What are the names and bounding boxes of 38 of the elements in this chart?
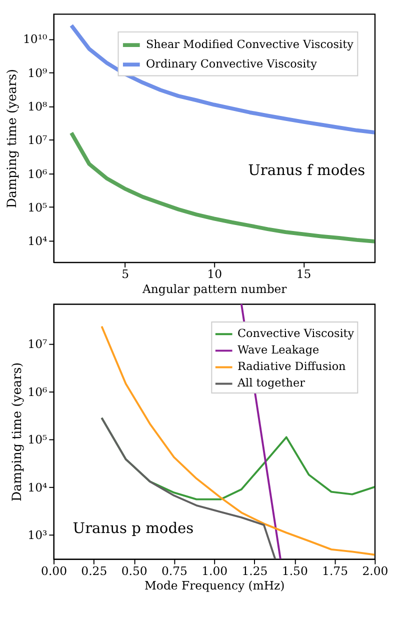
legend-label: Radiative Diffusion [237,360,346,374]
legend-label: Ordinary Convective Viscosity [146,57,318,70]
x-tick-label: 1.50 [282,564,308,578]
x-tick-label: 0.50 [121,564,148,578]
x-tick-label: 1.25 [242,564,268,578]
y-tick-label: 10⁴ [28,480,48,494]
y-tick-label: 10⁹ [28,66,48,80]
legend-label: All together [236,376,306,390]
y-axis-title: Damping time (years) [8,362,24,502]
y-tick-label: 10⁶ [28,166,48,181]
line-series [69,130,375,244]
annotation: Uranus f modes [248,162,366,180]
y-tick-label: 10¹⁰ [23,32,48,46]
x-tick-label: 15 [296,267,312,282]
x-axis-title: Mode Frequency (mHz) [144,578,285,593]
y-tick-label: 10⁵ [28,200,48,214]
x-tick-label: 0.75 [161,564,188,578]
x-tick-label: 1.00 [202,564,228,578]
annotation: Uranus p modes [72,520,194,538]
y-tick-label: 10⁷ [28,337,48,352]
line-series [69,24,375,134]
legend-label: Wave Leakage [237,344,320,357]
x-tick-label: 0.00 [41,564,67,578]
y-tick-label: 10⁸ [28,99,48,114]
x-tick-label: 2.00 [362,564,388,578]
x-tick-label: 5 [122,267,130,282]
legend-label: Convective Viscosity [237,327,355,340]
x-tick-label: 10 [207,267,222,282]
y-tick-label: 10⁴ [28,234,48,248]
y-axis-title: Damping time (years) [4,68,20,208]
y-tick-label: 10⁶ [28,384,48,399]
y-tick-label: 10⁵ [28,432,48,447]
x-axis-title: Angular pattern number [141,282,288,296]
x-tick-label: 0.25 [81,564,108,578]
y-tick-label: 10³ [28,528,48,542]
legend-label: Shear Modified Convective Viscosity [146,38,354,51]
y-tick-label: 10⁷ [28,133,48,148]
x-tick-label: 1.75 [322,564,348,578]
